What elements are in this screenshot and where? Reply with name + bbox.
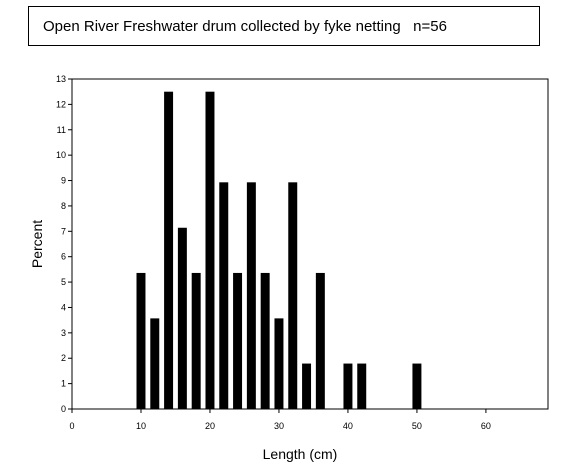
bar-28 [260, 272, 270, 409]
x-tick-label: 40 [343, 421, 353, 431]
bar-24 [233, 272, 243, 409]
bar-10 [136, 272, 146, 409]
y-tick-label: 9 [61, 176, 66, 186]
x-tick-label: 0 [69, 421, 74, 431]
bar-50 [412, 363, 422, 409]
chart-subtitle: n=56 [413, 17, 447, 35]
bar-26 [246, 182, 256, 409]
y-tick-label: 7 [61, 226, 66, 236]
plot-frame [71, 78, 549, 410]
x-tick-label: 20 [205, 421, 215, 431]
y-tick-label: 4 [61, 302, 66, 312]
y-tick-label: 12 [56, 99, 66, 109]
bar-34 [302, 363, 312, 409]
y-tick-label: 13 [56, 74, 66, 84]
bar-32 [288, 182, 298, 409]
bars-group [136, 91, 422, 409]
bar-18 [191, 272, 201, 409]
y-tick-label: 10 [56, 150, 66, 160]
bar-16 [177, 227, 187, 409]
y-axis-label: Percent [29, 220, 45, 268]
y-tick-label: 8 [61, 201, 66, 211]
bar-22 [219, 182, 229, 409]
x-tick-label: 10 [136, 421, 146, 431]
bar-36 [315, 272, 325, 409]
x-tick-label: 50 [412, 421, 422, 431]
y-tick-label: 1 [61, 379, 66, 389]
bar-30 [274, 318, 284, 409]
x-axis-label: Length (cm) [263, 446, 338, 462]
chart-title: Open River Freshwater drum collected by … [43, 17, 401, 35]
x-axis-ticks: 0 10 20 30 40 50 60 [69, 409, 491, 431]
bar-40 [343, 363, 353, 409]
bar-42 [357, 363, 367, 409]
chart-title-box: Open River Freshwater drum collected by … [28, 6, 540, 46]
y-tick-label: 5 [61, 277, 66, 287]
bar-14 [164, 91, 174, 409]
bar-12 [150, 318, 160, 409]
y-tick-label: 11 [57, 125, 66, 135]
x-tick-label: 60 [481, 421, 491, 431]
y-tick-label: 2 [61, 353, 66, 363]
y-tick-label: 6 [61, 252, 66, 262]
y-tick-label: 3 [61, 328, 66, 338]
bar-20 [205, 91, 215, 409]
x-tick-label: 30 [274, 421, 284, 431]
y-tick-label: 0 [61, 404, 66, 414]
